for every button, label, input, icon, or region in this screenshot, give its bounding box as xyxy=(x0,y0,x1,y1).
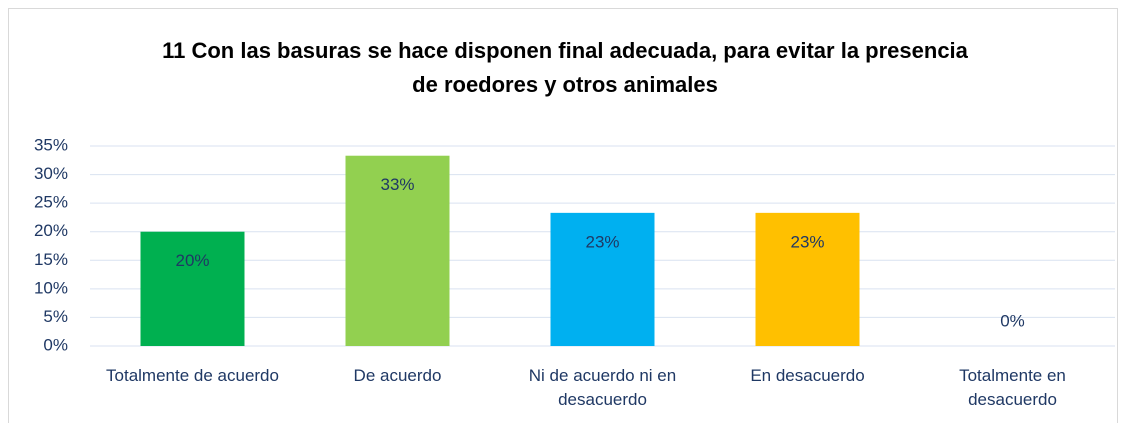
value-label: 20% xyxy=(175,251,209,270)
y-tick-label: 10% xyxy=(34,278,68,297)
y-tick-label: 25% xyxy=(34,193,68,212)
y-tick-label: 15% xyxy=(34,250,68,269)
bar xyxy=(755,212,860,346)
value-label: 33% xyxy=(380,175,414,194)
y-tick-label: 0% xyxy=(43,335,68,354)
bar xyxy=(345,155,450,346)
x-tick-label: Totalmente en desacuerdo xyxy=(959,366,1066,409)
bar xyxy=(140,231,245,346)
chart-title: 11 Con las basuras se hace disponen fina… xyxy=(162,38,968,97)
value-label: 23% xyxy=(790,232,824,251)
x-tick-label: Ni de acuerdo ni en desacuerdo xyxy=(528,366,677,409)
y-tick-label: 20% xyxy=(34,221,68,240)
x-tick-label: Totalmente de acuerdo xyxy=(106,366,279,385)
x-tick-label: En desacuerdo xyxy=(750,366,865,385)
value-label: 23% xyxy=(585,232,619,251)
chart-frame xyxy=(8,8,1118,423)
x-tick-label: De acuerdo xyxy=(353,366,442,385)
y-tick-label: 5% xyxy=(43,307,68,326)
value-label: 0% xyxy=(1000,311,1025,330)
y-tick-label: 30% xyxy=(34,164,68,183)
bar xyxy=(550,212,655,346)
y-tick-label: 35% xyxy=(34,135,68,154)
